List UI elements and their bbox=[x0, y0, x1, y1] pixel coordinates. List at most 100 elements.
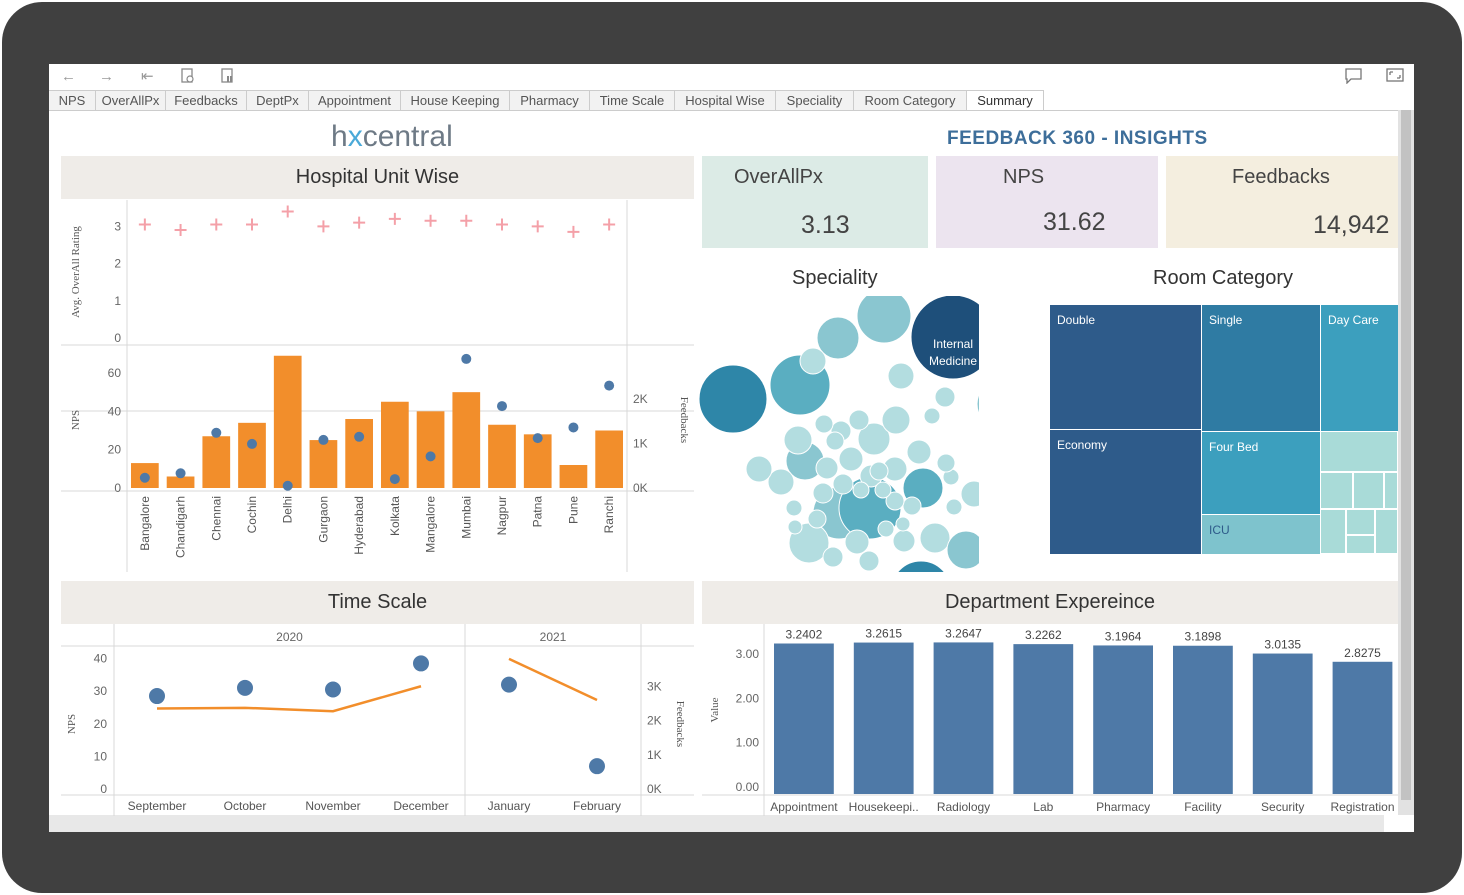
rating-mark bbox=[460, 214, 473, 227]
speciality-bubble bbox=[892, 529, 916, 553]
dept-bar bbox=[933, 642, 994, 794]
dept-bar bbox=[1093, 645, 1153, 794]
refresh-icon[interactable] bbox=[181, 68, 195, 89]
feedbacks-point bbox=[389, 474, 400, 485]
comment-icon[interactable] bbox=[1345, 68, 1363, 89]
treemap-cell[interactable]: ICU bbox=[1202, 515, 1320, 554]
feedbacks-point bbox=[318, 434, 329, 445]
tab-deptpx[interactable]: DeptPx bbox=[247, 90, 309, 110]
nps-axis-label: NPS bbox=[66, 714, 78, 734]
speciality-bubble bbox=[936, 453, 956, 473]
treemap-minor-cell[interactable] bbox=[1376, 510, 1397, 553]
dept-value-label: 3.1898 bbox=[1185, 630, 1222, 644]
dept-tick-label: 2.00 bbox=[736, 691, 760, 705]
speciality-bubble bbox=[815, 456, 839, 480]
hospital-category-label: Kolkata bbox=[388, 496, 402, 536]
treemap-cell[interactable]: Single bbox=[1202, 305, 1320, 431]
forward-arrow-icon[interactable]: → bbox=[99, 68, 114, 85]
hospital-unit-header: Hospital Unit Wise bbox=[61, 156, 694, 199]
feedbacks-line bbox=[156, 685, 422, 713]
treemap-minor-cell[interactable] bbox=[1321, 432, 1397, 471]
feedbacks-point bbox=[604, 380, 615, 391]
treemap-cell[interactable]: Four Bed bbox=[1202, 432, 1320, 514]
pause-icon[interactable] bbox=[221, 68, 235, 89]
room-category-title: Room Category bbox=[1153, 267, 1294, 289]
tab-pharmacy[interactable]: Pharmacy bbox=[510, 90, 590, 110]
dept-category-label: Security bbox=[1261, 800, 1304, 814]
horizontal-scrollbar[interactable] bbox=[49, 815, 1384, 832]
treemap-cell-label: Day Care bbox=[1328, 313, 1379, 327]
vertical-scrollbar[interactable] bbox=[1398, 110, 1414, 815]
feedbacks-tick-label: 3K bbox=[647, 679, 662, 693]
speciality-bubble bbox=[856, 296, 912, 344]
year-label: 2020 bbox=[276, 630, 303, 644]
speciality-bubble bbox=[852, 481, 870, 499]
tab-summary[interactable]: Summary bbox=[967, 90, 1044, 110]
speciality-bubble bbox=[923, 407, 941, 425]
kpi-feedbacks[interactable]: Feedbacks 14,942 bbox=[1166, 156, 1398, 248]
hospital-category-label: Gurgaon bbox=[316, 496, 330, 543]
treemap-cell[interactable]: Double bbox=[1050, 305, 1201, 429]
hospital-category-label: Cochin bbox=[245, 496, 259, 533]
treemap-cell-label: Double bbox=[1057, 313, 1096, 327]
nps-tick-label: 20 bbox=[108, 443, 122, 457]
rating-mark bbox=[603, 218, 616, 231]
tableau-viewer: ← → ⇤ NPS OverAllPx Feedbacks DeptPx Appoint… bbox=[49, 64, 1414, 832]
tab-time-scale[interactable]: Time Scale bbox=[590, 90, 675, 110]
dept-category-label: Facility bbox=[1184, 800, 1221, 814]
nps-bar bbox=[559, 465, 588, 488]
rating-mark bbox=[210, 218, 223, 231]
treemap-minor-cell[interactable] bbox=[1347, 536, 1374, 553]
treemap-minor-cell[interactable] bbox=[1321, 473, 1352, 508]
dept-value-label: 3.1964 bbox=[1105, 629, 1142, 643]
rating-mark bbox=[496, 218, 508, 231]
speciality-bubble bbox=[895, 516, 911, 532]
tab-hospital-wise[interactable]: Hospital Wise bbox=[675, 90, 776, 110]
kpi-label: Feedbacks bbox=[1232, 166, 1330, 188]
treemap-minor-cell[interactable] bbox=[1354, 473, 1383, 508]
dept-value-label: 3.2402 bbox=[786, 628, 823, 642]
feedbacks-point bbox=[354, 431, 365, 442]
speciality-bubble bbox=[807, 509, 827, 529]
hospital-category-label: Mangalore bbox=[424, 496, 438, 553]
dept-value-label: 3.0135 bbox=[1264, 638, 1301, 652]
speciality-bubble bbox=[799, 347, 827, 375]
hospital-category-label: Chennai bbox=[209, 496, 223, 541]
treemap-minor-cell[interactable] bbox=[1347, 510, 1374, 534]
hospital-unit-chart: 0 1 2 3 Avg. OverAll Rating 0 20 40 60 0K 1K 2K NPS F… bbox=[61, 200, 694, 572]
scrollbar-thumb[interactable] bbox=[1401, 110, 1411, 800]
tab-speciality[interactable]: Speciality bbox=[776, 90, 854, 110]
rating-tick-label: 1 bbox=[114, 294, 121, 308]
kpi-nps[interactable]: NPS 31.62 bbox=[936, 156, 1158, 248]
treemap-cell-label: ICU bbox=[1209, 523, 1230, 537]
feedbacks-tick-label: 0K bbox=[633, 481, 648, 495]
feedbacks-tick-label: 2K bbox=[647, 714, 662, 728]
treemap-minor-cell[interactable] bbox=[1385, 473, 1397, 508]
nps-bar bbox=[452, 392, 481, 488]
tab-overallpx[interactable]: OverAllPx bbox=[96, 90, 166, 110]
back-arrow-icon[interactable]: ← bbox=[61, 68, 76, 85]
dept-value-label: 3.2647 bbox=[945, 626, 982, 640]
speciality-bubble bbox=[919, 522, 951, 554]
tab-feedbacks[interactable]: Feedbacks bbox=[166, 90, 247, 110]
treemap-cell[interactable]: Economy bbox=[1050, 430, 1201, 554]
nps-bar bbox=[238, 422, 266, 488]
tab-appointment[interactable]: Appointment bbox=[309, 90, 401, 110]
kpi-overallpx[interactable]: OverAllPx 3.13 bbox=[702, 156, 928, 248]
treemap-cell[interactable]: Day Care bbox=[1321, 305, 1398, 431]
dept-category-label: Lab bbox=[1033, 800, 1053, 814]
tab-room-category[interactable]: Room Category bbox=[854, 90, 967, 110]
dept-tick-label: 3.00 bbox=[736, 647, 760, 661]
rating-mark bbox=[174, 224, 187, 237]
nps-axis-label: NPS bbox=[70, 410, 82, 430]
skip-first-icon[interactable]: ⇤ bbox=[141, 68, 154, 85]
nps-bar bbox=[202, 436, 231, 488]
dashboard-title: FEEDBACK 360 - INSIGHTS bbox=[947, 128, 1208, 149]
nps-tick-label: 10 bbox=[94, 749, 108, 763]
tab-house-keeping[interactable]: House Keeping bbox=[401, 90, 510, 110]
tab-nps[interactable]: NPS bbox=[49, 90, 96, 110]
fullscreen-icon[interactable] bbox=[1386, 68, 1404, 87]
speciality-bubble bbox=[960, 480, 979, 508]
treemap-minor-cell[interactable] bbox=[1321, 510, 1345, 553]
speciality-bubble bbox=[745, 455, 773, 483]
